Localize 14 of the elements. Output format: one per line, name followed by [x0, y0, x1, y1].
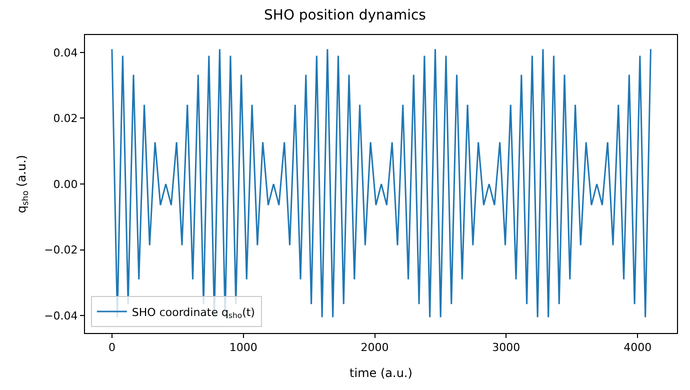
- x-tick-label: 0: [108, 341, 116, 354]
- line-series: [111, 48, 652, 318]
- chart-title: SHO position dynamics: [264, 8, 426, 24]
- x-tick-label: 2000: [360, 341, 389, 354]
- y-tick-label: 0.00: [53, 178, 78, 191]
- y-tick-label: −0.04: [44, 309, 78, 322]
- y-tick-label: 0.04: [53, 46, 78, 60]
- x-axis-title: time (a.u.): [350, 366, 412, 380]
- y-tick-label: 0.02: [53, 112, 78, 126]
- legend-label: SHO coordinate q$_{sho}$(t): [132, 306, 255, 320]
- x-tick-label: 4000: [624, 341, 652, 354]
- y-tick-label: −0.02: [44, 244, 78, 257]
- x-tick-label: 1000: [229, 341, 258, 354]
- x-tick-label: 3000: [492, 341, 520, 354]
